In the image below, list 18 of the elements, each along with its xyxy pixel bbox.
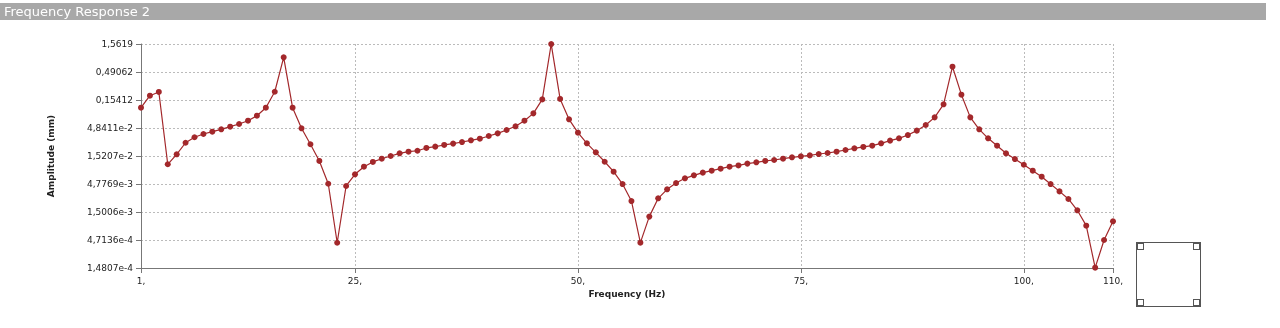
y-tick-label: 4,7769e-3	[86, 179, 133, 189]
y-tick-label: 4,8411e-2	[86, 123, 133, 133]
chart-title: Frequency Response 2	[0, 3, 1266, 20]
x-tick-label: 50,	[570, 275, 586, 286]
y-tick-label: 1,4807e-4	[86, 263, 134, 273]
y-tick-label: 0,49062	[95, 67, 133, 77]
x-tick-label: 25,	[347, 275, 363, 286]
y-tick-label: 1,5207e-2	[86, 151, 133, 161]
x-tick-label: 1,	[136, 275, 146, 286]
x-axis-title: Frequency (Hz)	[588, 289, 666, 300]
y-tick-label: 1,5619	[101, 39, 134, 49]
y-tick-label: 0,15412	[95, 95, 133, 105]
y-tick-label: 4,7136e-4	[86, 235, 134, 245]
y-axis-title: Amplitude (mm)	[45, 114, 56, 198]
y-tick-label: 1,5006e-3	[86, 207, 133, 217]
x-tick-label: 110,	[1102, 275, 1124, 286]
x-tick-label: 100,	[1013, 275, 1034, 286]
x-tick-label: 75,	[793, 275, 809, 286]
